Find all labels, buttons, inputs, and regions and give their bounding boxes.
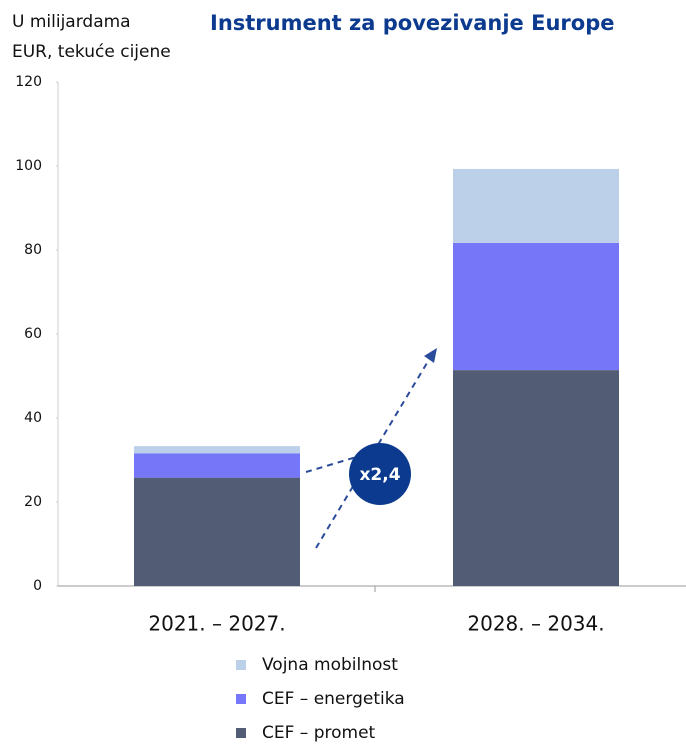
y-tick-label: 60 — [24, 326, 42, 342]
y-tick-label: 20 — [24, 494, 42, 510]
y-tick-label: 100 — [15, 158, 42, 174]
legend-swatch — [236, 728, 246, 738]
legend-swatch — [236, 660, 246, 670]
bar-segment — [453, 168, 619, 243]
y-axis-label: EUR, tekuće cijene — [12, 42, 171, 62]
legend-label: CEF – promet — [262, 723, 376, 743]
bar-segment — [134, 446, 300, 454]
bar-segment — [134, 453, 300, 478]
bar-segment — [134, 477, 300, 586]
legend-label: CEF – energetika — [262, 689, 405, 709]
annotation: x2,4 — [359, 465, 400, 485]
legend-label: Vojna mobilnost — [262, 655, 398, 675]
x-tick-label: 2028. – 2034. — [467, 612, 604, 636]
y-tick-label: 40 — [24, 410, 42, 426]
legend-swatch — [236, 694, 246, 704]
y-axis-label: U milijardama — [12, 12, 131, 32]
bar-segment — [453, 242, 619, 371]
chart-title: Instrument za povezivanje Europe — [210, 11, 614, 35]
x-tick-label: 2021. – 2027. — [148, 612, 285, 636]
y-tick-label: 120 — [15, 74, 42, 90]
bar-segment — [453, 370, 619, 586]
annotation-badge — [349, 443, 411, 505]
bars — [134, 168, 619, 586]
y-tick-label: 0 — [33, 578, 42, 594]
y-tick-label: 80 — [24, 242, 42, 258]
